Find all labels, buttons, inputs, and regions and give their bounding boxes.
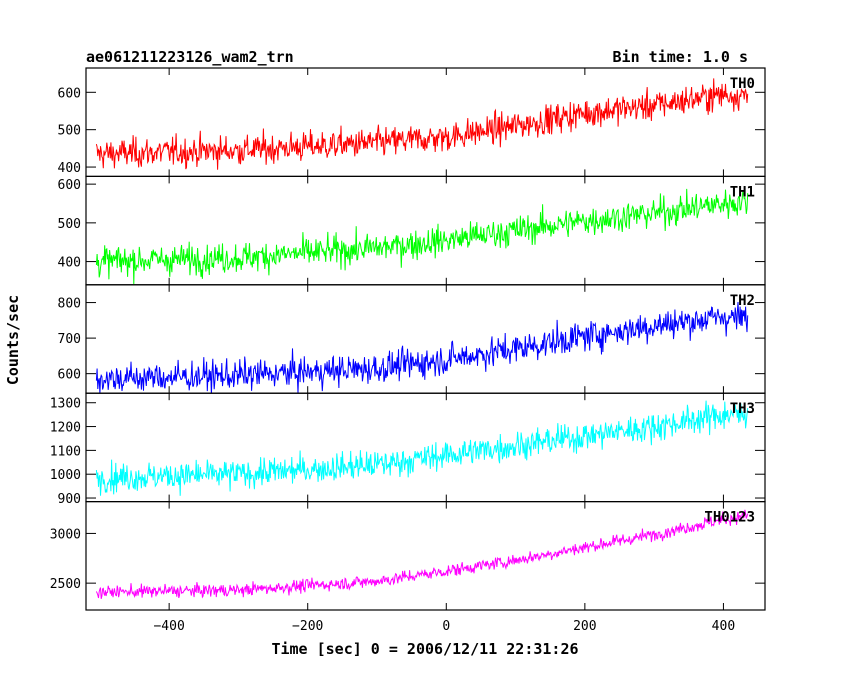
x-tick-label: −200 — [292, 619, 323, 634]
y-tick-label: 600 — [58, 178, 81, 193]
y-tick-label: 3000 — [50, 527, 81, 542]
series-line-th2 — [95, 301, 749, 394]
y-tick-label: 500 — [58, 124, 81, 139]
y-axis-label: Counts/sec — [4, 295, 22, 385]
y-tick-label: 700 — [58, 332, 81, 347]
chart-title: ae061211223126_wam2_trn — [86, 48, 294, 66]
panel-label: TH2 — [730, 293, 755, 309]
y-tick-label: 900 — [58, 492, 81, 507]
y-tick-label: 2500 — [50, 577, 81, 592]
x-tick-label: 200 — [573, 619, 596, 634]
x-tick-label: 400 — [712, 619, 735, 634]
y-tick-label: 1300 — [50, 397, 81, 412]
x-tick-label: 0 — [442, 619, 450, 634]
panel-frame — [85, 501, 766, 611]
bin-time-label: Bin time: 1.0 s — [613, 48, 748, 66]
y-tick-label: 400 — [58, 161, 81, 176]
panel-frame — [85, 392, 766, 503]
series-line-th1 — [95, 188, 749, 285]
series-line-th0 — [95, 78, 749, 170]
y-tick-label: 600 — [58, 86, 81, 101]
y-tick-label: 800 — [58, 297, 81, 312]
y-tick-label: 1000 — [50, 468, 81, 483]
y-tick-label: 500 — [58, 217, 81, 232]
panel-label: TH3 — [730, 401, 755, 417]
panel-label: TH0123 — [704, 510, 755, 526]
panel-label: TH1 — [730, 184, 755, 200]
panel-label: TH0 — [730, 76, 755, 92]
panel-frame — [85, 284, 766, 394]
y-tick-label: 400 — [58, 256, 81, 271]
x-axis-label: Time [sec] 0 = 2006/12/11 22:31:26 — [271, 640, 578, 658]
series-line-th3 — [95, 400, 749, 496]
panels-group: 400 500 600 TH0 400 500 600 TH1 600 700 800 TH2 900 1… — [50, 67, 766, 634]
x-tick-label: −400 — [153, 619, 184, 634]
y-tick-label: 600 — [58, 368, 81, 383]
y-tick-label: 1100 — [50, 444, 81, 459]
y-tick-label: 1200 — [50, 421, 81, 436]
panel-frame — [85, 175, 766, 286]
series-line-th0123 — [95, 509, 749, 600]
